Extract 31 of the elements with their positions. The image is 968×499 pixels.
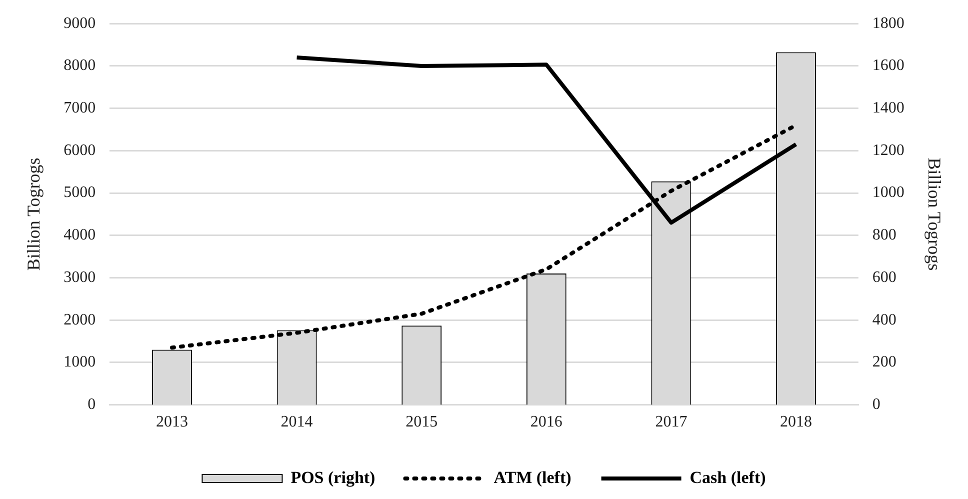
y-tick-label: 0 — [88, 396, 96, 414]
x-tick-label: 2013 — [156, 414, 188, 431]
legend-label: POS (right) — [290, 468, 376, 487]
y2-tick-label: 200 — [872, 354, 896, 371]
y-tick-label: 6000 — [64, 142, 96, 159]
y-tick-label: 4000 — [64, 226, 96, 244]
x-tick-label: 2016 — [530, 414, 562, 431]
y2-tick-label: 1400 — [872, 100, 904, 117]
y-tick-label: 1000 — [64, 354, 96, 371]
y-tick-label: 3000 — [64, 268, 96, 286]
y2-tick-label: 1000 — [872, 184, 904, 202]
x-tick-label: 2015 — [406, 414, 438, 431]
y-axis-title: Billion Togrogs — [24, 158, 44, 271]
y-tick-label: 8000 — [64, 57, 96, 74]
y-tick-label: 7000 — [64, 100, 96, 117]
y2-axis-title: Billion Togrogs — [924, 158, 944, 271]
x-tick-label: 2017 — [655, 414, 688, 431]
y2-tick-label: 400 — [872, 311, 896, 328]
y2-tick-label: 0 — [872, 396, 880, 414]
y2-tick-label: 1600 — [872, 57, 904, 74]
y2-tick-label: 800 — [872, 226, 896, 244]
y-tick-label: 9000 — [64, 14, 96, 32]
y-tick-label: 5000 — [64, 184, 96, 202]
y2-tick-label: 1200 — [872, 142, 904, 159]
legend-label: ATM (left) — [494, 468, 572, 487]
y-tick-label: 2000 — [64, 311, 96, 328]
x-tick-label: 2018 — [780, 414, 812, 431]
y2-tick-label: 1800 — [872, 14, 904, 32]
legend-label: Cash (left) — [690, 468, 766, 487]
x-tick-label: 2014 — [280, 414, 313, 431]
y2-tick-label: 600 — [872, 268, 896, 286]
